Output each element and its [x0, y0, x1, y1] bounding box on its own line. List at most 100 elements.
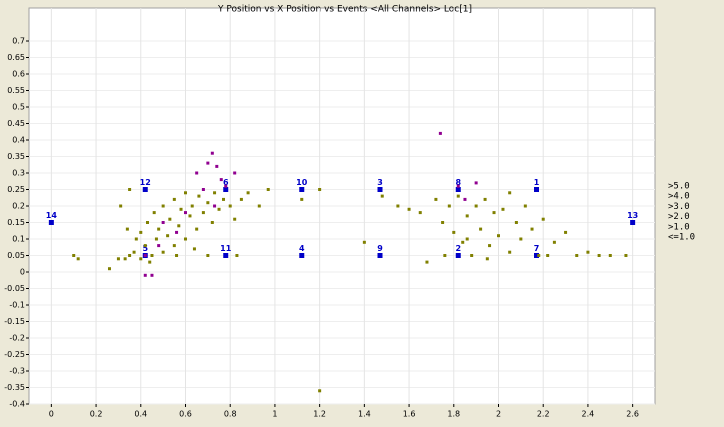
event-point: [125, 227, 129, 231]
event-point: [161, 250, 165, 254]
event-point: [501, 207, 505, 211]
sensor: [142, 187, 148, 192]
event-point: [219, 178, 223, 182]
sensor-label: 5: [142, 244, 148, 253]
event-point: [492, 211, 496, 215]
event-point: [266, 188, 270, 191]
y-tick-label: -0.2: [9, 334, 25, 343]
sensor: [455, 253, 461, 258]
sensor: [534, 187, 540, 192]
event-point: [586, 250, 590, 254]
event-point: [418, 211, 422, 215]
event-point: [396, 204, 400, 208]
sensor: [455, 187, 461, 192]
sensor: [534, 253, 540, 258]
sensor-label: 12: [140, 178, 151, 187]
event-point: [190, 204, 194, 208]
sensor-label: 13: [627, 211, 638, 220]
event-point: [519, 237, 523, 241]
event-point: [188, 214, 192, 218]
event-point: [184, 237, 187, 241]
event-point: [172, 244, 176, 248]
sensor-label: 4: [299, 244, 305, 253]
event-point: [210, 221, 214, 224]
x-tick-label: 2: [496, 410, 501, 419]
event-point: [552, 240, 556, 244]
event-point: [228, 204, 232, 208]
event-point: [150, 273, 154, 277]
event-point: [148, 260, 152, 264]
y-tick-label: 0.2: [12, 202, 25, 211]
sensor-label: 2: [455, 244, 461, 253]
event-point: [485, 257, 489, 261]
event-point: [128, 254, 132, 257]
x-tick-label: 1.2: [313, 410, 326, 419]
event-point: [139, 230, 143, 234]
event-point: [447, 204, 451, 208]
event-point: [213, 204, 217, 208]
event-point: [488, 244, 492, 248]
event-point: [143, 273, 147, 277]
y-tick-label: -0.15: [4, 317, 25, 326]
event-point: [233, 171, 237, 175]
event-point: [72, 254, 76, 257]
event-point: [233, 217, 237, 221]
event-point: [246, 191, 250, 195]
sensor-label: 14: [46, 211, 58, 220]
event-point: [157, 244, 161, 248]
event-point: [575, 254, 579, 257]
x-tick-label: 0.6: [179, 410, 192, 419]
event-point: [441, 221, 445, 224]
event-point: [168, 217, 172, 221]
event-point: [443, 254, 447, 257]
event-point: [139, 257, 143, 261]
legend-entry: <=1.0: [668, 233, 695, 243]
event-point: [597, 254, 601, 257]
x-tick-label: 1.8: [447, 410, 460, 419]
sensor-label: 1: [534, 178, 540, 187]
y-tick-label: 0.35: [7, 152, 25, 161]
event-point: [425, 260, 429, 264]
event-point: [537, 254, 541, 257]
x-tick-label: 0.2: [90, 410, 103, 419]
y-tick-label: 0.6: [12, 70, 25, 79]
event-point: [474, 181, 478, 185]
event-point: [608, 254, 612, 257]
event-point: [217, 207, 221, 211]
y-tick-label: -0.4: [9, 400, 25, 409]
x-tick-label: 1.6: [403, 410, 416, 419]
event-point: [161, 221, 165, 224]
x-tick-label: 0.8: [224, 410, 237, 419]
sensor: [299, 187, 305, 192]
legend-entry: >4.0: [668, 192, 690, 202]
sensor: [223, 187, 229, 192]
event-point: [175, 254, 179, 257]
x-tick-label: 0: [49, 410, 54, 419]
legend-entry: >2.0: [668, 212, 690, 222]
event-point: [107, 267, 111, 271]
event-point: [195, 227, 199, 231]
x-tick-label: 2.2: [537, 410, 550, 419]
event-point: [143, 254, 147, 257]
event-point: [206, 201, 210, 205]
event-point: [184, 211, 187, 215]
event-point: [380, 194, 384, 198]
event-point: [197, 194, 201, 198]
y-tick-label: 0.7: [12, 37, 25, 46]
event-point: [175, 230, 179, 234]
event-point: [407, 207, 411, 211]
event-point: [434, 197, 438, 201]
sensor-label: 11: [220, 244, 232, 253]
y-tick-label: 0.65: [7, 53, 25, 62]
event-point: [300, 197, 304, 201]
x-tick-label: 2.6: [626, 410, 639, 419]
event-point: [224, 184, 228, 188]
event-point: [318, 188, 322, 191]
event-point: [210, 151, 214, 155]
y-tick-label: 0.05: [7, 251, 25, 260]
event-point: [150, 254, 154, 257]
event-point: [201, 211, 205, 215]
y-tick-label: 0.15: [7, 218, 25, 227]
event-point: [461, 240, 465, 244]
event-point: [132, 250, 136, 254]
